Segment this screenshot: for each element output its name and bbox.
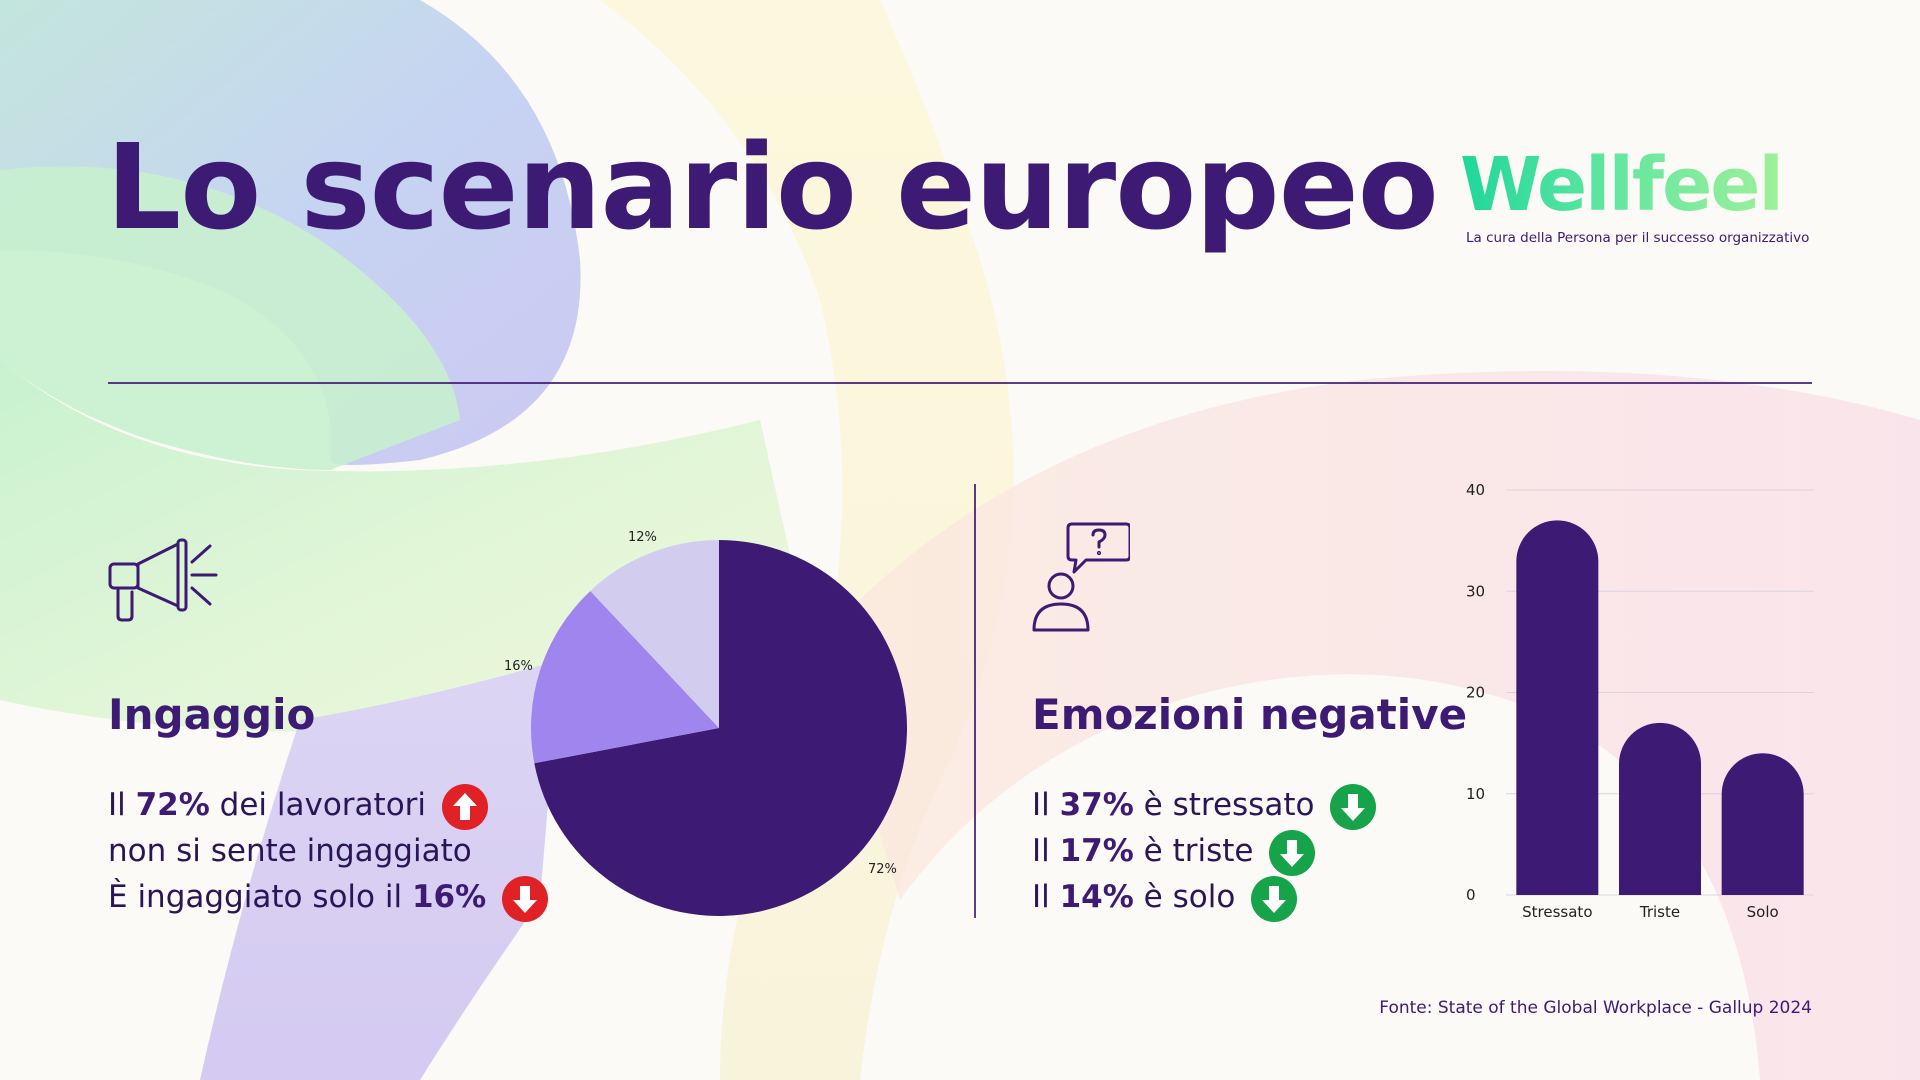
pie-label-12: 12% bbox=[628, 530, 657, 545]
vertical-divider bbox=[974, 484, 976, 918]
emotion-item-stressed: Il 37% è stressato bbox=[1032, 782, 1377, 830]
engagement-line-2: non si sente ingaggiato bbox=[108, 833, 472, 869]
negative-emotions-bar-chart: 0 10 20 30 40 Stressato Triste Solo bbox=[1466, 481, 1814, 921]
engagement-line-3: È ingaggiato solo il 16% bbox=[108, 874, 549, 922]
y-tick-label: 30 bbox=[1466, 582, 1485, 600]
engagement-line-1: Il 72% dei lavoratori bbox=[108, 782, 488, 830]
page-title: Lo scenario europeo bbox=[106, 118, 1439, 256]
person-question-icon bbox=[1032, 522, 1130, 632]
y-tick-label: 10 bbox=[1466, 785, 1485, 803]
bar-solo bbox=[1721, 753, 1804, 895]
pie-label-72: 72% bbox=[868, 862, 897, 877]
arrow-down-icon bbox=[1330, 783, 1377, 830]
arrow-up-icon bbox=[441, 783, 488, 830]
y-tick-label: 20 bbox=[1466, 684, 1485, 702]
logo-wordmark: Wellfeel bbox=[1460, 142, 1784, 228]
arrow-down-icon bbox=[1251, 875, 1298, 922]
x-tick-label: Solo bbox=[1747, 903, 1779, 921]
megaphone-icon bbox=[108, 538, 218, 622]
pie-slice-12 bbox=[590, 540, 719, 728]
horizontal-divider bbox=[108, 382, 1812, 384]
pie-slice-16 bbox=[531, 590, 719, 764]
x-tick-label: Stressato bbox=[1522, 903, 1592, 921]
engagement-heading: Ingaggio bbox=[108, 690, 316, 739]
arrow-down-icon bbox=[502, 875, 549, 922]
engagement-pie-chart bbox=[531, 540, 907, 916]
source-note: Fonte: State of the Global Workplace - G… bbox=[1379, 998, 1812, 1018]
pie-slice-72 bbox=[534, 540, 907, 916]
bar-stressato bbox=[1516, 520, 1599, 895]
x-tick-label: Triste bbox=[1639, 903, 1680, 921]
arrow-down-icon bbox=[1269, 829, 1316, 876]
y-tick-label: 40 bbox=[1466, 481, 1485, 499]
emotion-item-alone: Il 14% è solo bbox=[1032, 874, 1298, 922]
y-tick-label: 0 bbox=[1466, 886, 1476, 904]
engagement-value-16: 16% bbox=[411, 879, 487, 915]
logo-tagline: La cura della Persona per il successo or… bbox=[1466, 230, 1810, 246]
brand-logo: Wellfeel La cura della Persona per il su… bbox=[1460, 148, 1820, 248]
bar-triste bbox=[1619, 722, 1701, 895]
pie-label-16: 16% bbox=[504, 659, 533, 674]
negative-emotions-heading: Emozioni negative bbox=[1032, 690, 1468, 739]
emotion-item-sad: Il 17% è triste bbox=[1032, 828, 1316, 876]
engagement-value-72: 72% bbox=[135, 787, 210, 823]
